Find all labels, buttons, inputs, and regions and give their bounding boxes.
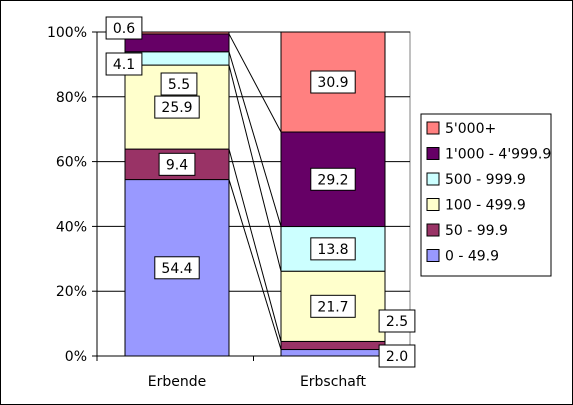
data-label-box [158,152,196,176]
x-category-label: Erbschaft [300,374,367,390]
data-label-box [378,344,416,368]
legend-item-label: 50 - 99.9 [445,223,508,239]
data-labels: 54.4 2.0 9.4 2.5 25.9 21.7 4.1 13.8 5.5 29.2 0.6 30… [105,16,416,368]
series-line [228,51,282,227]
data-label: 2.5 [386,314,408,330]
data-label-box [378,309,416,333]
data-label: 9.4 [166,157,188,173]
legend-swatch [426,147,440,160]
data-label: 29.2 [317,172,348,188]
legend-box [420,113,552,277]
legend: 5'000+ 1'000 - 4'999.9 500 - 999.9 100 - 49… [420,113,552,277]
data-label-box [160,72,198,96]
series-line [228,33,282,133]
data-label-box [154,256,200,280]
y-tick-label: 100% [47,25,87,41]
data-label: 30.9 [317,75,348,91]
legend-item-label: 100 - 499.9 [445,198,526,214]
data-label: 25.9 [161,100,192,116]
x-category-label: Erbende [148,374,206,390]
data-label-box [105,16,143,40]
data-label: 5.5 [168,77,190,93]
data-label-box [310,294,356,318]
legend-item-label: 0 - 49.9 [445,249,499,265]
data-label-box [154,95,200,119]
legend-swatch [426,249,440,262]
series-line [228,179,282,350]
series-line [228,64,282,272]
legend-swatch [426,172,440,186]
legend-item-label: 1'000 - 4'999.9 [445,147,551,163]
data-label-box [105,52,143,76]
y-tick-label: 80% [56,90,87,106]
bar-segment [280,349,386,357]
y-tick-label: 0% [65,349,87,365]
series-line [228,148,282,342]
data-label: 2.0 [386,349,408,365]
axes: 0% 20% 40% 60% 80% 100% Erbende Erbschaft [47,25,411,390]
series-lines [228,31,282,350]
legend-item-label: 5'000+ [445,121,496,137]
bar-segment [280,340,386,351]
data-label: 21.7 [317,299,348,315]
data-label: 0.6 [113,21,135,37]
data-label: 13.8 [317,242,348,258]
legend-swatch [426,223,440,237]
y-tick-label: 60% [56,155,87,171]
data-label: 54.4 [161,261,192,277]
data-label-box [310,70,356,94]
y-tick-label: 20% [56,284,87,300]
legend-swatch [426,121,440,135]
legend-item-label: 500 - 999.9 [445,172,526,188]
legend-swatch [426,198,440,211]
data-label-box [310,167,356,191]
data-label-box [310,237,356,261]
y-tick-label: 40% [56,219,87,235]
data-label: 4.1 [113,57,135,73]
